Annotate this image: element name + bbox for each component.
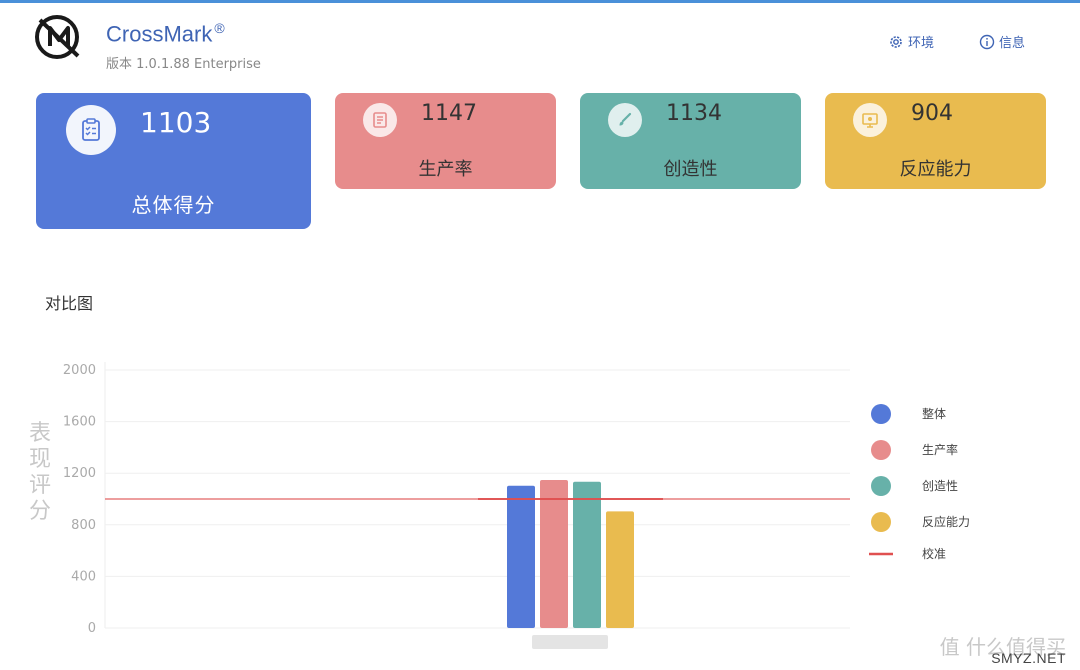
legend-label-1: 整体 (922, 406, 946, 421)
overall-score-value: 1103 (140, 106, 212, 139)
environment-label: 环境 (908, 36, 935, 51)
productivity-score-label: 生产率 (418, 159, 473, 180)
creativity-score-label: 创造性 (663, 159, 718, 180)
y-tick-label: 1600 (63, 415, 96, 430)
y-axis-label-char: 现 (29, 447, 51, 472)
y-axis-label-char: 评 (29, 473, 51, 498)
info-label: 信息 (999, 36, 1026, 51)
bar-4 (606, 511, 634, 628)
legend-marker-1 (871, 404, 891, 424)
y-tick-label: 1200 (63, 466, 96, 481)
legend-label-4: 反应能力 (922, 514, 970, 529)
legend-marker-4 (871, 512, 891, 532)
gear-icon (890, 35, 902, 48)
brush-icon (608, 103, 642, 137)
y-tick-label: 800 (71, 518, 96, 533)
y-tick-label: 400 (71, 569, 96, 584)
bar-1 (507, 485, 535, 628)
creativity-score-card: 1134 创造性 (580, 93, 801, 189)
monitor-icon (853, 103, 887, 137)
y-axis-label-char: 表 (29, 421, 51, 446)
info-icon (979, 34, 995, 49)
responsiveness-score-label: 反应能力 (899, 159, 972, 180)
legend-label-2: 生产率 (922, 442, 958, 457)
blurred-category-label (532, 635, 608, 649)
overall-score-label: 总体得分 (131, 193, 216, 217)
legend-label-3: 创造性 (922, 479, 958, 493)
app-name: CrossMark ® (106, 20, 225, 47)
watermark-url: SMYZ.NET (991, 650, 1066, 666)
y-tick-label: 0 (88, 621, 96, 636)
window-top-border (0, 0, 1080, 3)
watermark: 值 什么值得买 SMYZ.NET (939, 631, 1066, 666)
bar-2 (540, 480, 568, 628)
productivity-score-card: 1147 生产率 (335, 93, 556, 189)
overall-score-card: 1103 总体得分 (36, 93, 311, 229)
y-axis-label-char: 分 (29, 499, 51, 524)
crossmark-logo (35, 15, 80, 59)
document-icon (363, 103, 397, 137)
clipboard-icon (66, 105, 116, 155)
responsiveness-score-card: 904 反应能力 (825, 93, 1046, 189)
legend-marker-3 (871, 476, 891, 496)
bar-3 (573, 481, 601, 628)
legend-marker-2 (871, 440, 891, 460)
environment-button[interactable]: 环境 (888, 32, 934, 51)
responsiveness-score-value: 904 (911, 101, 953, 126)
app-version: 版本 1.0.1.88 Enterprise (106, 57, 261, 72)
comparison-chart-title: 对比图 (45, 294, 94, 313)
y-tick-label: 2000 (63, 363, 96, 378)
watermark-text: 值 什么值得买 (939, 635, 1066, 659)
legend-label-calibration: 校准 (922, 546, 946, 561)
creativity-score-value: 1134 (666, 101, 722, 126)
productivity-score-value: 1147 (421, 101, 477, 126)
info-button[interactable]: 信息 (979, 32, 1025, 51)
